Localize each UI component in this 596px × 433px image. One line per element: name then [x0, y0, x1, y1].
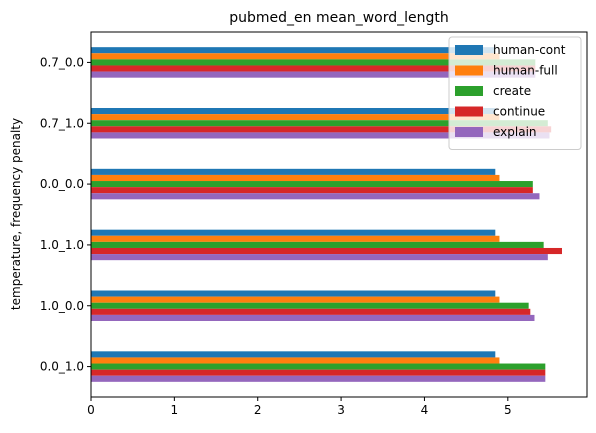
bar-human-cont-0.0_0.0 [91, 168, 496, 175]
legend: human-cont human-full create continue explai… [448, 36, 582, 150]
bar-human-full-1.0_1.0 [91, 235, 500, 242]
bar-create-0.7_1.0 [91, 120, 548, 127]
bar-human-cont-1.0_0.0 [91, 290, 496, 297]
legend-swatch-explain [455, 127, 483, 137]
y-axis: 0.0_1.0 1.0_0.0 1.0_1.0 0.0_0.0 0.7_1.0 0.7_0… [40, 55, 91, 374]
x-tick-label: 0 [87, 403, 95, 417]
bar-explain-1.0_0.0 [91, 314, 535, 321]
legend-label-human-full: human-full [493, 64, 558, 78]
legend-frame [448, 36, 582, 150]
bar-explain-1.0_1.0 [91, 254, 548, 261]
x-tick-label: 2 [254, 403, 262, 417]
plot-frame [90, 31, 588, 398]
x-tick-label: 3 [337, 403, 345, 417]
y-tick-label: 0.7_1.0 [40, 116, 84, 130]
bar-human-full-0.0_1.0 [91, 357, 500, 364]
bar-explain-0.0_0.0 [91, 193, 540, 200]
legend-label-create: create [493, 84, 531, 98]
legend-swatch-continue [455, 106, 483, 117]
bar-explain-0.7_1.0 [91, 132, 550, 139]
bar-human-full-0.0_0.0 [91, 174, 500, 182]
bar-explain-0.0_1.0 [91, 375, 546, 382]
x-tick-label: 1 [171, 403, 179, 417]
legend-swatch-human-full [455, 65, 483, 76]
bar-create-0.7_0.0 [91, 59, 536, 66]
bar-continue-0.7_0.0 [91, 65, 536, 72]
bar-continue-0.0_0.0 [91, 187, 533, 194]
bar-continue-0.7_1.0 [91, 126, 552, 133]
y-tick-label: 0.0_0.0 [40, 177, 84, 191]
legend-swatch-create [455, 86, 483, 96]
y-tick-label: 1.0_0.0 [40, 299, 84, 313]
bar-human-full-0.7_1.0 [91, 114, 500, 121]
bar-create-0.0_0.0 [91, 181, 533, 188]
bar-human-cont-0.7_1.0 [91, 108, 496, 115]
bar-human-full-0.7_0.0 [91, 53, 500, 60]
bar-human-cont-0.0_1.0 [91, 351, 496, 358]
y-axis-label: temperature, frequency penalty [9, 118, 23, 310]
bar-create-1.0_0.0 [91, 302, 529, 309]
bar-continue-1.0_1.0 [91, 247, 562, 255]
bar-create-1.0_1.0 [91, 241, 544, 248]
y-tick-label: 0.0_1.0 [40, 360, 84, 374]
bar-human-full-1.0_0.0 [91, 296, 500, 303]
legend-label-explain: explain [493, 125, 537, 139]
legend-label-continue: continue [493, 105, 545, 119]
x-tick-label: 5 [504, 403, 512, 417]
x-axis: 0 1 2 3 4 5 [87, 397, 512, 417]
bar-human-cont-0.7_0.0 [91, 47, 496, 54]
bar-human-cont-1.0_1.0 [91, 229, 496, 236]
legend-label-human-cont: human-cont [493, 43, 566, 57]
bar-create-0.0_1.0 [91, 363, 546, 370]
y-tick-label: 1.0_1.0 [40, 238, 84, 252]
bar-continue-1.0_0.0 [91, 308, 531, 315]
y-tick-label: 0.7_0.0 [40, 55, 84, 69]
bar-explain-0.7_0.0 [91, 71, 536, 78]
legend-swatch-human-cont [455, 45, 483, 55]
chart-title: pubmed_en mean_word_length [229, 10, 448, 26]
x-tick-label: 4 [421, 403, 429, 417]
bars-group [91, 47, 562, 382]
bar-continue-0.0_1.0 [91, 369, 546, 376]
